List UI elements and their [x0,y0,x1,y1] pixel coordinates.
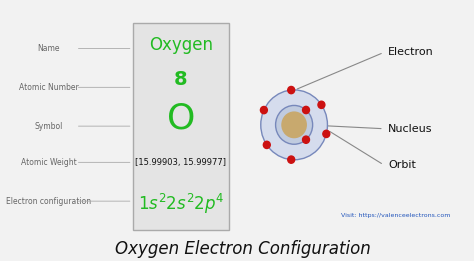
Text: Atomic Weight: Atomic Weight [21,158,77,167]
Ellipse shape [281,111,307,138]
Ellipse shape [260,106,267,114]
Text: Oxygen Electron Configuration: Oxygen Electron Configuration [115,240,370,258]
FancyBboxPatch shape [133,23,229,230]
Text: Nucleus: Nucleus [388,124,433,134]
Ellipse shape [261,90,328,160]
Ellipse shape [323,130,330,138]
Text: O: O [167,101,195,135]
Ellipse shape [288,86,295,94]
Text: [15.99903, 15.99977]: [15.99903, 15.99977] [136,158,227,167]
Text: Name: Name [37,44,60,53]
Text: Visit: https://valenceelectrons.com: Visit: https://valenceelectrons.com [341,213,451,218]
Text: 8: 8 [174,70,188,89]
Text: Electron: Electron [388,48,434,57]
Ellipse shape [275,105,313,144]
Text: Symbol: Symbol [35,122,63,131]
Text: Electron configuration: Electron configuration [6,197,91,206]
Text: Orbit: Orbit [388,160,416,170]
Ellipse shape [302,136,310,143]
Text: $1s^22s^22p^4$: $1s^22s^22p^4$ [137,192,224,216]
Text: Oxygen: Oxygen [149,36,213,54]
Ellipse shape [318,101,325,108]
Ellipse shape [264,141,270,149]
Ellipse shape [288,156,295,163]
Ellipse shape [302,106,310,114]
Text: Atomic Number: Atomic Number [19,83,79,92]
